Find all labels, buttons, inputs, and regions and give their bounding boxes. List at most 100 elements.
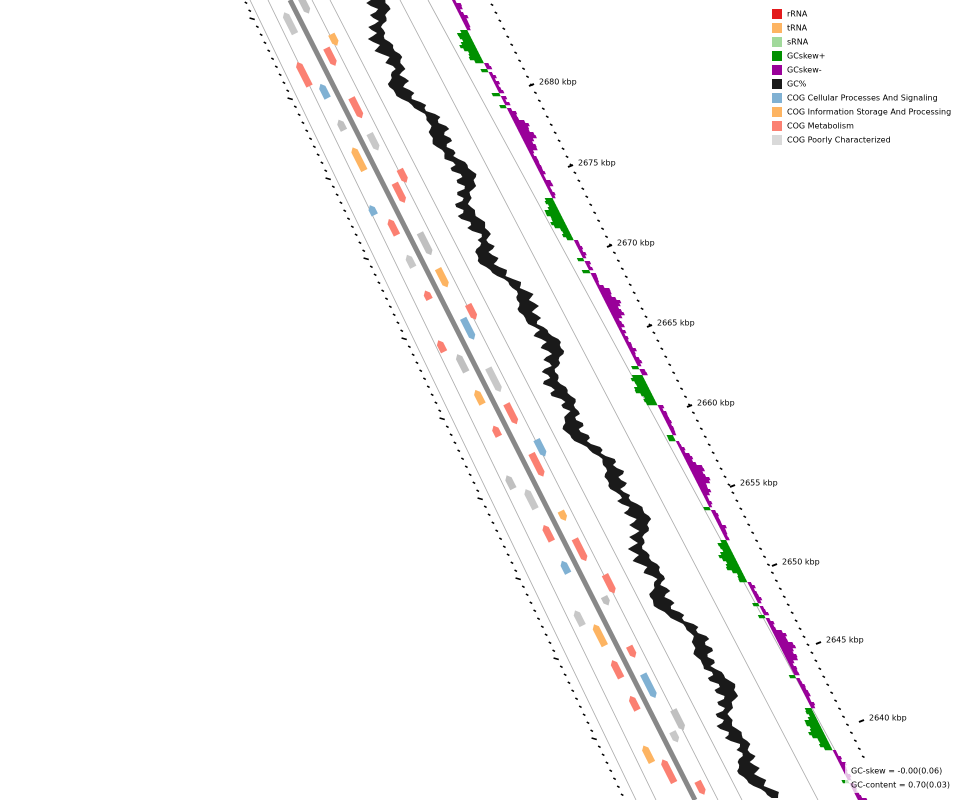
ruler-tick — [563, 673, 567, 677]
gene — [492, 425, 503, 438]
gene — [560, 560, 572, 575]
gc-skew-plot — [717, 543, 730, 547]
ruler-tick — [837, 707, 842, 711]
gc-skew-plot — [491, 78, 497, 82]
gene — [571, 537, 588, 562]
ruler-tick — [358, 241, 362, 245]
ruler-tick — [735, 499, 739, 503]
gc-skew-plot — [522, 138, 535, 142]
backbone — [287, 0, 698, 800]
ruler-tick — [581, 187, 585, 191]
legend-swatch — [772, 51, 782, 61]
ruler-tick — [770, 571, 775, 575]
ruler-tick — [574, 697, 579, 701]
gc-skew-plot — [737, 576, 746, 580]
gc-skew-plot — [723, 534, 729, 538]
ruler-tick — [739, 507, 743, 511]
ruler-tick — [620, 793, 624, 797]
gc-skew-plot — [703, 495, 709, 499]
gc-skew-plot — [493, 81, 501, 85]
ruler-tick — [790, 611, 794, 615]
gc-skew-plot — [680, 450, 686, 454]
gc-skew-plot — [753, 594, 760, 598]
ruler-tick — [400, 329, 404, 333]
ruler-tick — [541, 107, 545, 111]
ruler-major-tick — [528, 83, 535, 87]
gc-skew-plot — [547, 207, 559, 211]
ruler-tick — [282, 81, 286, 85]
gc-skew-plot — [547, 204, 558, 208]
gc-skew-plot — [770, 627, 777, 631]
gc-skew-plot — [687, 465, 704, 469]
ruler-tick — [853, 739, 857, 743]
gc-skew-plot — [520, 135, 537, 139]
gc-skew-plot — [662, 414, 669, 418]
ruler-major-tick — [858, 719, 865, 723]
ruler-tick — [476, 489, 480, 493]
gc-skew-plot — [697, 483, 708, 487]
ruler-tick — [506, 35, 510, 39]
ruler-tick — [439, 417, 445, 421]
gc-skew-plot — [710, 510, 717, 514]
gc-skew-plot — [551, 219, 565, 223]
gc-skew-plot — [511, 117, 520, 121]
gc-skew-plot — [838, 762, 847, 766]
gene — [503, 402, 519, 425]
ruler-tick — [464, 465, 468, 469]
gene-arrow — [319, 83, 331, 100]
legend-swatch — [772, 9, 782, 19]
gene-arrow — [485, 366, 502, 393]
gc-skew-plot — [675, 441, 681, 445]
ruler-tick — [774, 579, 778, 583]
gene — [323, 46, 337, 66]
gene-arrow — [694, 779, 706, 795]
gc-skew-plot — [712, 513, 720, 517]
ruler-tick — [609, 769, 613, 773]
gc-skew-plot — [559, 228, 570, 232]
gc-skew-plot — [791, 669, 799, 673]
ruler-tick — [814, 659, 818, 663]
legend-label: GC% — [787, 80, 807, 89]
ruler-major-tick — [815, 641, 822, 645]
gene-arrow — [351, 147, 368, 173]
gc-skew-plot — [523, 141, 534, 145]
legend-label: COG Poorly Characterized — [787, 136, 891, 145]
gene-arrow — [600, 594, 610, 606]
ruler-tick — [826, 683, 830, 687]
gc-skew-plot — [456, 9, 462, 13]
ruler-tick — [810, 651, 814, 655]
gc-skew-plot — [595, 282, 600, 286]
ruler-tick — [794, 619, 798, 623]
gc-skew-plot — [579, 252, 587, 256]
ruler-tick — [369, 265, 373, 269]
ruler-major-tick — [646, 324, 653, 328]
ruler-tick — [664, 355, 668, 359]
ruler-tick — [388, 305, 392, 309]
ruler-tick — [612, 251, 617, 255]
gc-skew-plot — [771, 630, 783, 634]
gc-skew-plot — [631, 366, 640, 370]
ruler-label: 2675 kbp — [578, 159, 616, 168]
gc-skew-plot — [544, 210, 561, 214]
gc-skew-plot — [515, 126, 530, 130]
ruler-tick — [640, 307, 644, 311]
gene-arrow — [640, 672, 657, 699]
ruler-tick — [514, 569, 518, 573]
gc-skew-plot — [464, 24, 471, 28]
gene — [600, 594, 610, 606]
ruler-tick — [453, 441, 457, 445]
ruler-tick — [540, 625, 544, 629]
gene-arrow — [337, 119, 348, 132]
ruler-tick — [616, 259, 620, 263]
gc-skew-plot — [581, 270, 591, 274]
gc-skew-plot — [593, 279, 600, 283]
gene — [505, 475, 517, 491]
ruler-tick — [267, 49, 271, 53]
ruler-tick — [514, 51, 518, 55]
gc-skew-plot — [598, 288, 611, 292]
ruler-tick — [350, 225, 354, 229]
gc-skew-plot — [789, 666, 798, 670]
gc-skew-plot — [757, 615, 766, 619]
gc-skew-plot — [818, 741, 830, 745]
gc-skew-plot — [793, 672, 800, 676]
